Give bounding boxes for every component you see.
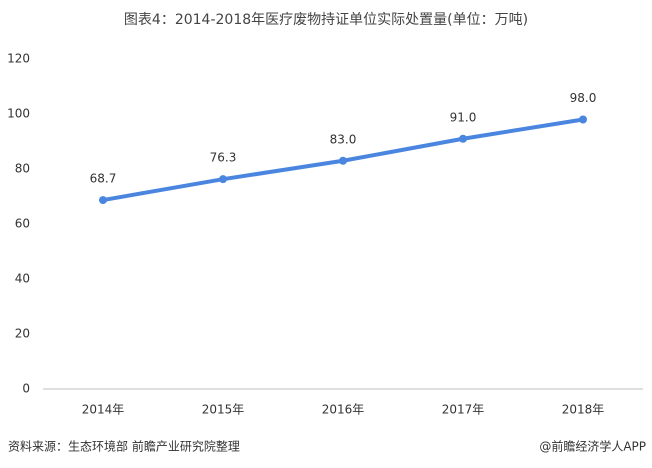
- y-tick-label: 80: [15, 162, 30, 176]
- y-tick-label: 120: [7, 52, 30, 66]
- data-label: 76.3: [210, 151, 237, 165]
- y-tick-label: 60: [15, 217, 30, 231]
- x-tick-label: 2016年: [322, 403, 365, 417]
- data-label: 91.0: [450, 110, 477, 124]
- point: [219, 175, 227, 184]
- x-tick-label: 2014年: [82, 403, 125, 417]
- data-label: 98.0: [570, 91, 597, 105]
- y-tick-label: 20: [15, 327, 30, 341]
- credit: @前瞻经济学人APP: [539, 439, 646, 454]
- y-tick-label: 0: [22, 382, 30, 396]
- point: [459, 134, 467, 143]
- point: [99, 196, 107, 205]
- source: 资料来源：生态环境部 前瞻产业研究院整理: [8, 439, 240, 454]
- point: [339, 156, 347, 165]
- x-tick-label: 2018年: [562, 403, 605, 417]
- point: [579, 115, 587, 124]
- y-tick-label: 40: [15, 272, 30, 286]
- y-tick-label: 100: [7, 107, 30, 121]
- chart-title: 图表4：2014-2018年医疗废物持证单位实际处置量(单位：万吨): [124, 12, 528, 28]
- data-label: 68.7: [90, 172, 117, 186]
- x-tick-label: 2015年: [202, 403, 245, 417]
- data-label: 83.0: [330, 132, 357, 146]
- x-tick-label: 2017年: [442, 403, 485, 417]
